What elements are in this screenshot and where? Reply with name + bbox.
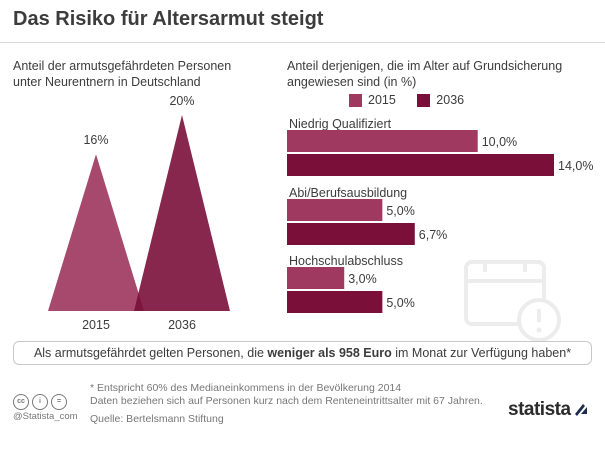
statista-logo-icon bbox=[575, 404, 587, 416]
title-divider bbox=[0, 42, 605, 43]
right-subtitle-line1: Anteil derjenigen, die im Alter auf Grun… bbox=[287, 59, 563, 73]
legend-label-2036: 2036 bbox=[436, 93, 465, 107]
chart-title: Das Risiko für Altersarmut steigt bbox=[13, 8, 324, 30]
definition-note: Als armutsgefährdet gelten Personen, die… bbox=[13, 341, 592, 365]
definition-note-after: im Monat zur Verfügung haben* bbox=[391, 346, 572, 360]
footnote-line: * Entspricht 60% des Medianeinkommens in… bbox=[90, 382, 402, 394]
no-derivatives-icon: = bbox=[51, 394, 67, 410]
pyramid-value-label-2015: 16% bbox=[83, 133, 108, 147]
legend-item-2036: 2036 bbox=[417, 93, 464, 107]
source-block: * Entspricht 60% des Medianeinkommens in… bbox=[90, 382, 483, 426]
bar-group-label: Abi/Berufsausbildung bbox=[289, 186, 407, 200]
pyramid-2036 bbox=[134, 115, 230, 311]
bar-value-label: 5,0% bbox=[386, 204, 415, 218]
bar-value-label: 14,0% bbox=[558, 159, 593, 173]
right-subtitle-line2: angewiesen sind (in %) bbox=[287, 74, 562, 90]
bar-value-label: 6,7% bbox=[419, 228, 448, 242]
pyramid-category-label-2015: 2015 bbox=[82, 318, 110, 332]
bar-2036 bbox=[287, 291, 383, 313]
brand-logo-text: statista bbox=[508, 399, 571, 420]
pyramid-category-label-2036: 2036 bbox=[168, 318, 196, 332]
bar-2015 bbox=[287, 199, 383, 221]
right-subtitle-unit: (in %) bbox=[383, 75, 417, 89]
legend-item-2015: 2015 bbox=[349, 93, 396, 107]
bar-value-label: 5,0% bbox=[386, 296, 415, 310]
bar-2036 bbox=[287, 223, 415, 245]
definition-note-before: Als armutsgefährdet gelten Personen, die bbox=[33, 346, 268, 360]
bar-value-label: 10,0% bbox=[482, 135, 517, 149]
pyramid-2015 bbox=[48, 154, 144, 311]
statista-handle: @Statista_com bbox=[13, 411, 78, 422]
right-chart: Niedrig Qualifiziert 10,0% 14,0% Abi/Berufs… bbox=[287, 117, 593, 313]
calendar-warning-icon bbox=[464, 260, 561, 342]
bar-2015 bbox=[287, 130, 478, 152]
left-subtitle: Anteil der armutsgefährdeten Personen un… bbox=[13, 58, 231, 90]
left-subtitle-line2: unter Neurentnern in Deutschland bbox=[13, 75, 201, 89]
bar-value-label: 3,0% bbox=[348, 272, 377, 286]
right-subtitle: Anteil derjenigen, die im Alter auf Grun… bbox=[287, 58, 562, 90]
attribution-icon: i bbox=[32, 394, 48, 410]
legend-swatch-2036 bbox=[417, 93, 431, 107]
legend-swatch-2015 bbox=[349, 93, 362, 107]
pyramid-value-label-2036: 20% bbox=[169, 94, 194, 108]
left-chart: 16% 2015 20% 2036 bbox=[48, 94, 230, 332]
bar-2036 bbox=[287, 154, 554, 176]
definition-note-bold: weniger als 958 Euro bbox=[267, 346, 392, 360]
bar-2015 bbox=[287, 267, 345, 289]
bar-group-label: Hochschulabschluss bbox=[289, 254, 403, 268]
left-subtitle-line1: Anteil der armutsgefährdeten Personen bbox=[13, 59, 232, 73]
legend-label-2015: 2015 bbox=[368, 93, 396, 107]
data-note-line: Daten beziehen sich auf Personen kurz na… bbox=[90, 395, 483, 407]
cc-icon: cc bbox=[13, 394, 29, 410]
license-icons: cc i = bbox=[13, 390, 70, 410]
bar-group-label: Niedrig Qualifiziert bbox=[289, 117, 392, 131]
source-line: Quelle: Bertelsmann Stiftung bbox=[90, 413, 224, 425]
right-subtitle-line2-text: angewiesen sind bbox=[287, 75, 381, 89]
legend: 2015 2036 bbox=[349, 93, 482, 110]
